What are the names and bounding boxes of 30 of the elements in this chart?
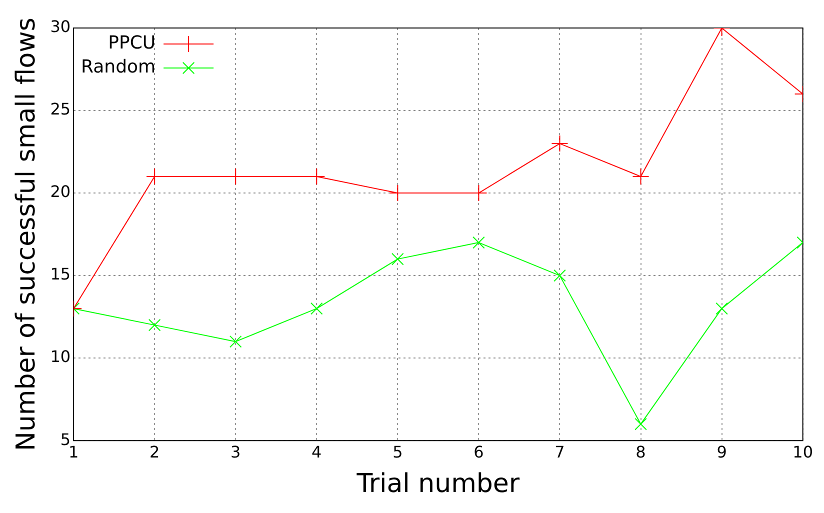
x-tick-label: 10 [792, 442, 813, 462]
y-tick-label: 25 [50, 100, 71, 119]
point [148, 318, 161, 332]
legend-label: Random [81, 56, 156, 78]
y-tick-label: 5 [60, 430, 71, 449]
y-axis-title: Number of successful small flows [11, 18, 42, 452]
x-tick-label: 5 [392, 442, 403, 462]
x-tick-label: 3 [230, 442, 241, 462]
point [632, 168, 650, 186]
x-tick-label: 6 [474, 442, 484, 462]
y-tick-label: 10 [50, 347, 71, 366]
point [551, 135, 568, 152]
point [554, 269, 566, 282]
y-tick-label: 30 [50, 17, 71, 36]
x-tick-label: 7 [554, 442, 565, 462]
point [310, 302, 323, 315]
x-tick-label: 8 [636, 442, 646, 462]
y-tick-label: 15 [50, 264, 71, 284]
y-tick-label: 20 [50, 182, 71, 202]
point [634, 418, 647, 430]
x-tick-label: 2 [149, 442, 160, 462]
x-axis-title: Trial number [356, 469, 520, 500]
legend-label: PPCU [108, 32, 156, 54]
x-tick-label: 4 [312, 442, 322, 462]
x-tick-label: 1 [68, 442, 79, 462]
point [472, 236, 485, 249]
x-tick-label: 9 [716, 442, 727, 462]
point [716, 302, 728, 315]
point [229, 335, 242, 348]
point [392, 252, 404, 266]
